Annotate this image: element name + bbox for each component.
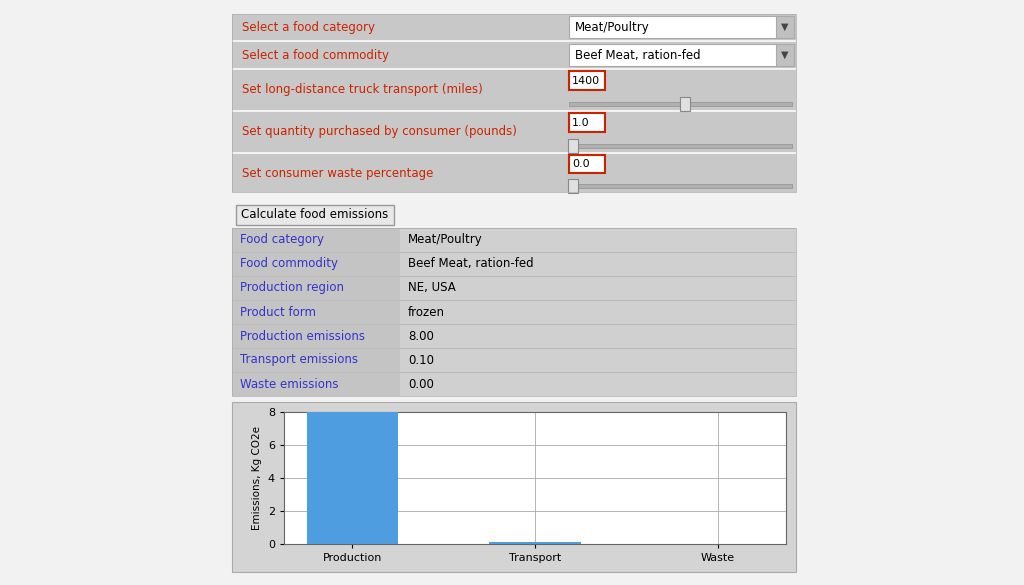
Bar (569, 16, 794, 38)
Bar (569, 71, 605, 90)
Bar (232, 372, 796, 396)
Bar (232, 228, 796, 252)
Text: Food category: Food category (240, 233, 324, 246)
Text: ▼: ▼ (781, 50, 788, 60)
Bar (569, 102, 792, 106)
Bar (568, 179, 579, 193)
Bar (232, 14, 796, 40)
Bar (400, 228, 796, 252)
Bar (232, 324, 796, 325)
Bar (232, 276, 796, 300)
Text: 1400: 1400 (572, 75, 600, 85)
Bar (569, 44, 794, 66)
Text: Waste emissions: Waste emissions (240, 377, 339, 391)
Text: Beef Meat, ration-fed: Beef Meat, ration-fed (575, 49, 700, 61)
Text: Set long-distance truck transport (miles): Set long-distance truck transport (miles… (242, 84, 482, 97)
Bar (307, 412, 398, 544)
Text: 0.10: 0.10 (408, 353, 434, 366)
Bar (232, 347, 796, 349)
Text: 0.00: 0.00 (408, 377, 434, 391)
Bar (232, 276, 400, 300)
Bar (232, 402, 796, 572)
Bar (400, 252, 796, 276)
Text: 0.0: 0.0 (572, 159, 590, 169)
Bar (232, 276, 796, 277)
Bar (776, 16, 794, 38)
Bar (236, 205, 394, 225)
Bar (569, 155, 605, 173)
Text: NE, USA: NE, USA (408, 281, 456, 294)
Y-axis label: Emissions, Kg CO2e: Emissions, Kg CO2e (252, 426, 262, 530)
Bar (232, 371, 796, 373)
Text: Set quantity purchased by consumer (pounds): Set quantity purchased by consumer (poun… (242, 126, 517, 139)
Text: Transport emissions: Transport emissions (240, 353, 358, 366)
Bar (232, 348, 796, 372)
Bar (569, 113, 605, 132)
Text: Product form: Product form (240, 305, 316, 318)
Bar (232, 372, 400, 396)
Bar (569, 184, 792, 188)
Text: frozen: frozen (408, 305, 445, 318)
Bar (232, 348, 400, 372)
Bar (489, 542, 581, 544)
Bar (232, 252, 400, 276)
Bar (232, 300, 400, 324)
Bar (232, 300, 796, 301)
Bar (569, 144, 792, 148)
Text: Production region: Production region (240, 281, 344, 294)
Text: Select a food category: Select a food category (242, 20, 375, 33)
Bar (232, 228, 796, 229)
Bar (400, 372, 796, 396)
Bar (232, 324, 400, 348)
Bar (776, 44, 794, 66)
Bar (680, 97, 690, 111)
Bar (400, 276, 796, 300)
Text: Production emissions: Production emissions (240, 329, 365, 342)
Bar (232, 42, 796, 68)
Text: Meat/Poultry: Meat/Poultry (575, 20, 650, 33)
Bar (232, 228, 796, 396)
Text: Beef Meat, ration-fed: Beef Meat, ration-fed (408, 257, 534, 270)
Bar (232, 112, 796, 152)
Bar (232, 70, 796, 110)
Text: Set consumer waste percentage: Set consumer waste percentage (242, 167, 433, 180)
Text: 1.0: 1.0 (572, 118, 590, 128)
Bar (232, 324, 796, 348)
Bar (232, 252, 796, 276)
Text: 8.00: 8.00 (408, 329, 434, 342)
Bar (232, 154, 796, 192)
Bar (568, 139, 579, 153)
Text: Calculate food emissions: Calculate food emissions (242, 208, 389, 222)
Bar (232, 300, 796, 324)
Text: Meat/Poultry: Meat/Poultry (408, 233, 482, 246)
Text: Select a food commodity: Select a food commodity (242, 49, 389, 61)
Bar (400, 348, 796, 372)
Bar (400, 300, 796, 324)
Bar (400, 324, 796, 348)
Bar (232, 252, 796, 253)
Bar (232, 228, 400, 252)
Text: Food commodity: Food commodity (240, 257, 338, 270)
Text: ▼: ▼ (781, 22, 788, 32)
Bar (232, 14, 796, 192)
